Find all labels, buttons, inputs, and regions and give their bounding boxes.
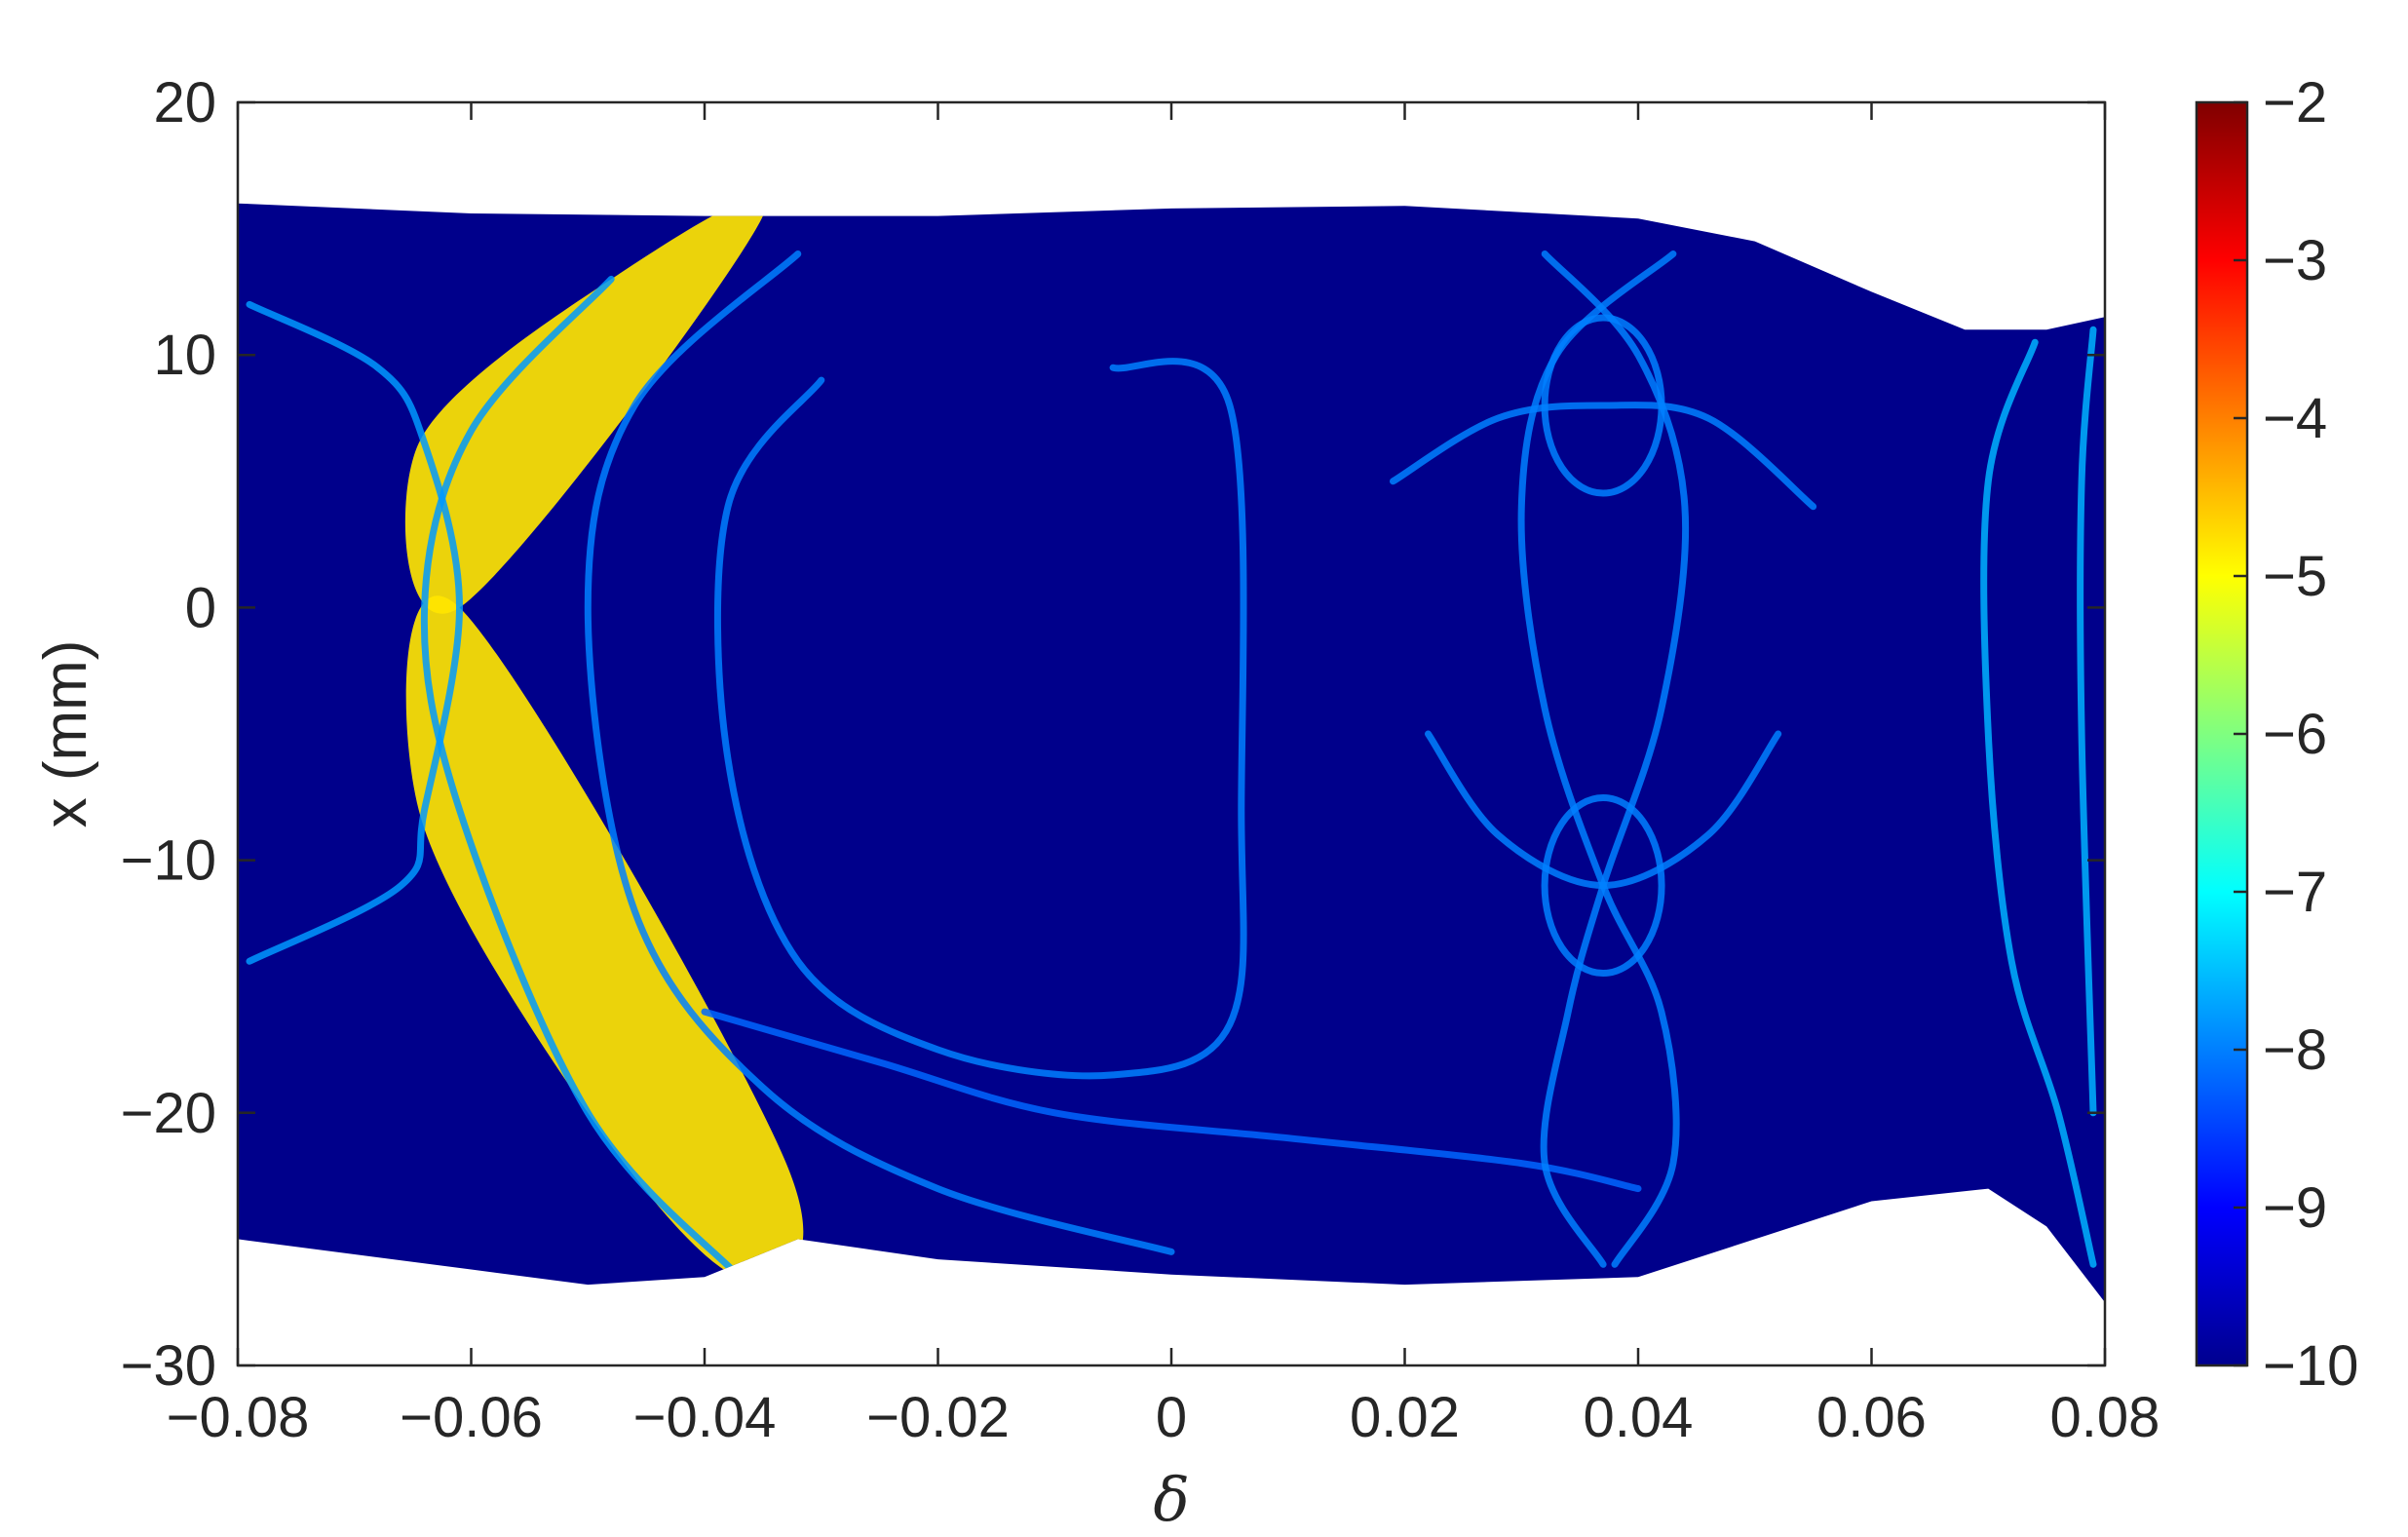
x-tick-label: 0.08 xyxy=(2050,1386,2160,1449)
y-tick-label: 0 xyxy=(185,576,216,639)
x-axis-label: δ xyxy=(1153,1464,1189,1535)
resonance-line xyxy=(713,358,1247,1080)
colorbar-tick-label: −10 xyxy=(2263,1334,2358,1398)
high-value-band xyxy=(404,203,767,614)
colorbar-tick-label: −8 xyxy=(2263,1018,2327,1082)
resonance-line xyxy=(584,250,1175,1255)
x-tick-label: 0 xyxy=(1156,1386,1187,1449)
y-axis-label: x (mm) xyxy=(32,640,99,828)
y-axis-ticks: 20 10 0 −10 −20 −30 xyxy=(121,71,2105,1398)
colorbar-tick-label: −5 xyxy=(2263,545,2327,608)
high-value-band xyxy=(405,596,804,1280)
x-tick-label: 0.06 xyxy=(1816,1386,1927,1449)
x-axis-ticks: −0.08 −0.06 −0.04 −0.02 0 0.02 0.04 0.06 0.08 xyxy=(167,102,2160,1449)
colorbar-ticks: −2 −3 −4 −5 −6 −7 −8 −9 −10 xyxy=(2234,71,2358,1398)
resonance-features xyxy=(246,203,2097,1281)
resonance-line xyxy=(1517,250,1680,1268)
colorbar-tick-label: −9 xyxy=(2263,1176,2327,1240)
resonance-line xyxy=(701,1008,1642,1193)
colorbar-tick-label: −2 xyxy=(2263,71,2327,134)
colorbar: −2 −3 −4 −5 −6 −7 −8 −9 −10 xyxy=(2195,71,2358,1398)
y-tick-label: 10 xyxy=(153,324,216,387)
colorbar-tick-label: −7 xyxy=(2263,861,2327,924)
resonance-line xyxy=(1980,338,2097,1268)
y-tick-label: −10 xyxy=(121,829,216,893)
colorbar-tick-label: −4 xyxy=(2263,387,2327,450)
y-tick-label: −30 xyxy=(121,1334,216,1398)
colorbar-tick-label: −3 xyxy=(2263,229,2327,292)
x-tick-label: −0.06 xyxy=(400,1386,543,1449)
resonance-line xyxy=(420,275,744,1281)
colorbar-tick-label: −6 xyxy=(2263,703,2327,766)
x-tick-label: −0.04 xyxy=(633,1386,777,1449)
y-tick-label: −20 xyxy=(121,1082,216,1145)
x-tick-label: 0.04 xyxy=(1584,1386,1694,1449)
heatmap-plot-area xyxy=(236,100,2107,1367)
y-tick-label: 20 xyxy=(153,71,216,134)
x-tick-label: −0.08 xyxy=(167,1386,310,1449)
x-tick-label: 0.02 xyxy=(1350,1386,1460,1449)
resonance-line xyxy=(246,300,464,965)
x-tick-label: −0.02 xyxy=(866,1386,1010,1449)
resonance-loop xyxy=(1541,794,1665,978)
resonance-line xyxy=(1540,250,1690,1268)
resonance-line xyxy=(1390,402,1817,511)
resonance-line xyxy=(2077,326,2097,1117)
